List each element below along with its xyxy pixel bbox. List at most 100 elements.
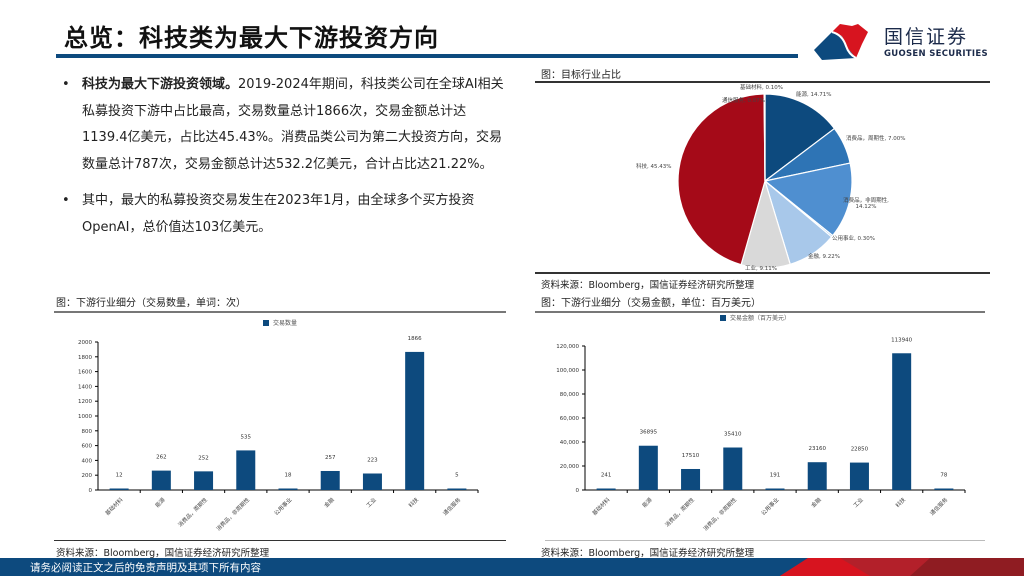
y-tick-label: 2000 bbox=[78, 340, 92, 346]
x-category-label: 工业 bbox=[364, 495, 378, 509]
y-tick-label: 20,000 bbox=[560, 464, 580, 470]
x-category-label: 通信服务 bbox=[928, 495, 950, 517]
amount-legend: 交易金额（百万美元） bbox=[720, 313, 790, 322]
amount-bottom-rule bbox=[545, 540, 985, 541]
footer-disclaimer: 请务必阅读正文之后的免责声明及其项下所有内容 bbox=[30, 562, 261, 574]
guosen-logo-icon bbox=[814, 24, 868, 60]
y-tick-label: 400 bbox=[82, 458, 93, 464]
y-tick-label: 120,000 bbox=[556, 344, 579, 350]
legend-label: 交易数量 bbox=[273, 320, 298, 327]
bar-value-label: 241 bbox=[601, 473, 612, 479]
pie-label: 消费品，周期性, 7.00% bbox=[846, 136, 906, 142]
bar bbox=[681, 468, 701, 490]
x-category-label: 消费品，周期性 bbox=[663, 495, 696, 528]
x-category-label: 工业 bbox=[851, 495, 865, 509]
x-category-label: 能源 bbox=[640, 495, 654, 509]
legend-swatch bbox=[263, 319, 269, 326]
footer-bar: 请务必阅读正文之后的免责声明及其项下所有内容 bbox=[0, 558, 1024, 576]
y-tick-label: 200 bbox=[82, 473, 93, 479]
amount-figure-title: 图：下游行业细分（交易金额，单位：百万美元） bbox=[541, 298, 761, 309]
bar bbox=[236, 450, 256, 490]
pie-label: 通信服务, 0.07% bbox=[722, 98, 765, 104]
count-bar-chart: 0 200 400 600 800 1000 1200 1400 1600 1800 2000 12 基… bbox=[78, 336, 479, 533]
bullet-text: 2019-2024年期间，科技类公司在全球AI相关私募投资下游中占比最高，交易数… bbox=[82, 77, 504, 172]
pie-slice bbox=[677, 93, 766, 266]
bar-value-label: 257 bbox=[325, 455, 336, 461]
pie-slice bbox=[763, 162, 853, 237]
pie-source: 资料来源：Bloomberg，国信证券经济研究所整理 bbox=[541, 280, 755, 291]
bullet-dot: • bbox=[62, 77, 70, 92]
bar bbox=[934, 488, 954, 490]
count-legend: 交易数量 bbox=[263, 318, 297, 327]
bar-value-label: 78 bbox=[940, 473, 947, 479]
bar bbox=[892, 353, 912, 490]
x-category-label: 基础材料 bbox=[103, 495, 125, 517]
legend-label: 交易金额（百万美元） bbox=[730, 315, 791, 322]
summary-bullets: • 科技为最大下游投资领域。2019-2024年期间，科技类公司在全球AI相关私… bbox=[60, 72, 510, 251]
bullet-text: 其中，最大的私募投资交易发生在2023年1月，由全球多个买方投资OpenAI，总… bbox=[82, 193, 475, 235]
pie-label: 工业, 9.11% bbox=[745, 266, 777, 272]
bar bbox=[765, 488, 785, 490]
x-category-label: 金融 bbox=[809, 495, 823, 509]
bar bbox=[723, 447, 743, 490]
footer-decoration-icon bbox=[780, 558, 1024, 576]
y-tick-label: 100,000 bbox=[556, 368, 579, 374]
logo-english-name: GUOSEN SECURITIES bbox=[884, 49, 988, 59]
x-category-label: 科技 bbox=[894, 495, 908, 509]
x-category-label: 科技 bbox=[407, 495, 421, 509]
pie-chart bbox=[677, 93, 853, 269]
bar-value-label: 35410 bbox=[724, 432, 742, 438]
pie-label: 消费品，非周期性, 14.12% bbox=[843, 198, 889, 210]
logo-chinese-name: 国信证券 bbox=[884, 26, 969, 48]
x-category-label: 公用事业 bbox=[272, 495, 294, 517]
pie-label: 公用事业, 0.30% bbox=[832, 236, 875, 242]
x-category-label: 消费品，周期性 bbox=[176, 495, 209, 528]
bar-value-label: 1866 bbox=[408, 336, 422, 342]
amount-bar-chart: 0 20,000 40,000 60,000 80,000 100,000 120,000 2… bbox=[556, 337, 966, 533]
pie-label: 能源, 14.71% bbox=[796, 92, 832, 98]
title-underline bbox=[56, 54, 798, 58]
y-tick-label: 1400 bbox=[78, 384, 92, 390]
amount-top-rule bbox=[535, 311, 985, 313]
count-top-rule bbox=[54, 311, 506, 313]
pie-slice bbox=[763, 93, 766, 182]
bar-value-label: 252 bbox=[198, 455, 209, 461]
y-tick-label: 0 bbox=[576, 488, 580, 494]
bar bbox=[405, 351, 425, 490]
bar bbox=[596, 488, 616, 490]
guosen-logo: 国信证券 GUOSEN SECURITIES bbox=[812, 20, 1012, 64]
page-title: 总览：科技类为最大下游投资方向 bbox=[64, 24, 439, 52]
y-tick-label: 1200 bbox=[78, 399, 92, 405]
bar-value-label: 191 bbox=[770, 473, 781, 479]
bar-value-label: 36895 bbox=[640, 430, 658, 436]
y-tick-label: 80,000 bbox=[560, 392, 580, 398]
x-category-label: 基础材料 bbox=[590, 495, 612, 517]
bar-value-label: 113940 bbox=[891, 337, 912, 343]
y-tick-label: 800 bbox=[82, 429, 93, 435]
pie-figure-title: 图：目标行业占比 bbox=[541, 70, 621, 81]
bar bbox=[194, 471, 214, 490]
x-category-label: 消费品，非周期性 bbox=[214, 495, 251, 532]
pie-slice bbox=[764, 93, 836, 183]
bar-value-label: 17510 bbox=[682, 453, 700, 459]
x-category-label: 公用事业 bbox=[759, 495, 781, 517]
pie-label: 科技, 45.43% bbox=[636, 164, 672, 170]
x-category-label: 消费品，非周期性 bbox=[701, 495, 738, 532]
count-figure-title: 图：下游行业细分（交易数量，单词：次） bbox=[56, 298, 246, 309]
x-category-label: 通信服务 bbox=[441, 495, 463, 517]
bar-value-label: 262 bbox=[156, 455, 167, 461]
x-category-label: 能源 bbox=[153, 495, 167, 509]
bar bbox=[849, 462, 869, 490]
pie-bottom-rule bbox=[535, 272, 990, 274]
y-tick-label: 1600 bbox=[78, 370, 92, 376]
bar-value-label: 18 bbox=[285, 473, 292, 479]
bar-value-label: 12 bbox=[116, 473, 123, 479]
y-tick-label: 600 bbox=[82, 444, 93, 450]
pie-label: 金融, 9.22% bbox=[808, 254, 840, 260]
bar bbox=[151, 470, 171, 490]
pie-label: 基础材料, 0.10% bbox=[740, 85, 783, 91]
bar-value-label: 223 bbox=[367, 457, 378, 463]
bar-value-label: 23160 bbox=[808, 446, 826, 452]
count-bottom-rule bbox=[54, 540, 506, 541]
bullet-item: • 其中，最大的私募投资交易发生在2023年1月，由全球多个买方投资OpenAI… bbox=[60, 188, 510, 241]
